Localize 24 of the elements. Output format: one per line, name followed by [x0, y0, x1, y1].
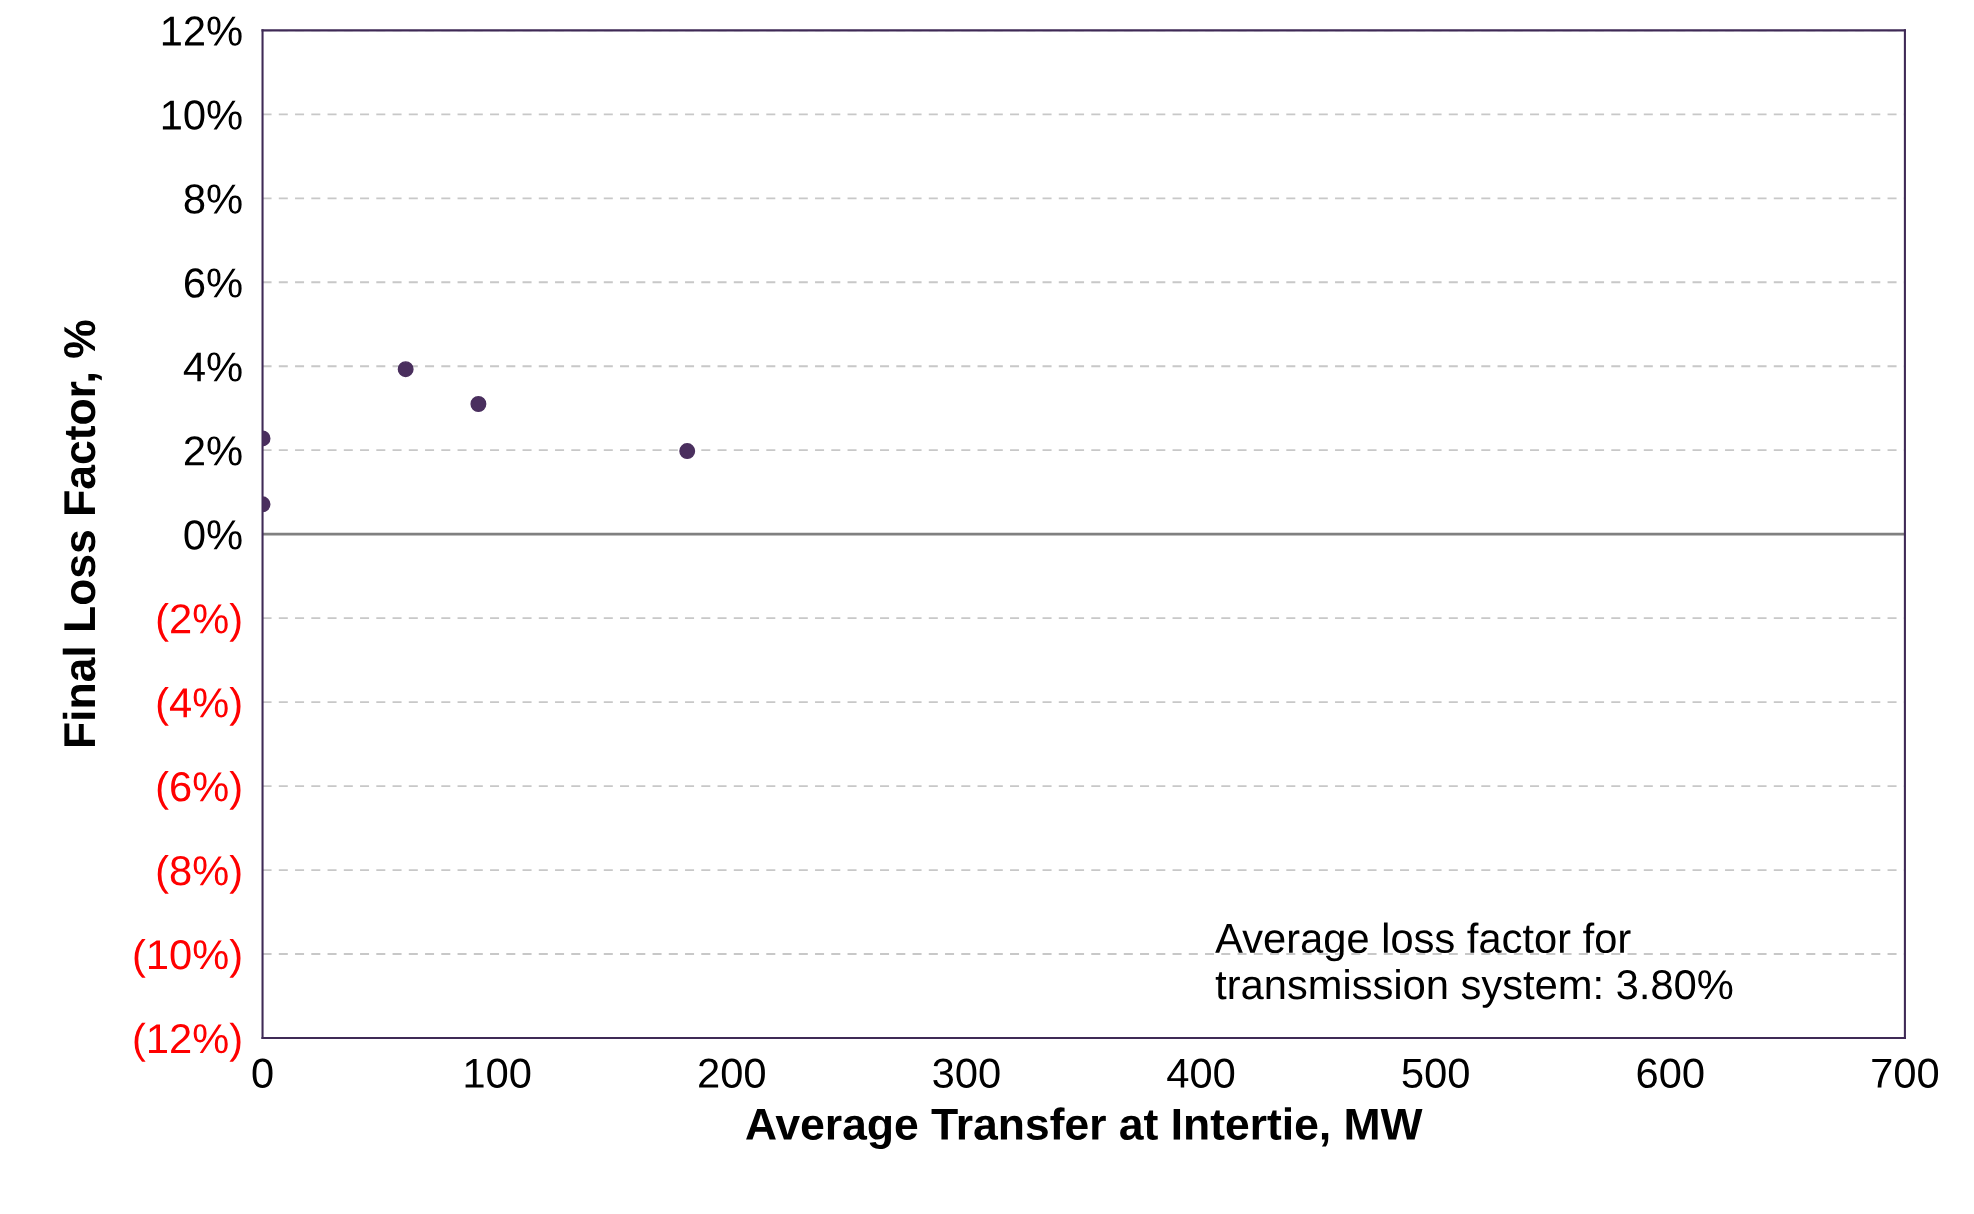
- y-tick-label: (4%): [157, 687, 241, 726]
- y-tick-label: 10%: [162, 100, 242, 130]
- y-tick-label: 0%: [184, 520, 242, 550]
- x-tick-label: 300: [933, 1058, 1000, 1089]
- y-tick-label: (2%): [157, 603, 241, 642]
- y-tick-label: (8%): [157, 854, 241, 894]
- y-tick-label: (12%): [134, 1022, 241, 1062]
- x-tick-label: 400: [1167, 1058, 1235, 1089]
- x-tick-label: 200: [699, 1058, 765, 1089]
- x-tick-label: 500: [1402, 1058, 1469, 1089]
- y-tick-label: 8%: [184, 184, 242, 214]
- x-tick-label: 700: [1872, 1058, 1939, 1089]
- y-axis-title: Final Loss Factor, %: [62, 320, 102, 747]
- x-axis-title: Average Transfer at Intertie, MW: [746, 1107, 1423, 1149]
- x-tick-label: 600: [1637, 1058, 1704, 1089]
- y-tick-label: 2%: [184, 436, 242, 466]
- annotation: Average loss factor for transmission system: 3.80%: [1215, 922, 1733, 1008]
- y-tick-label: 6%: [184, 268, 242, 298]
- x-tick-label: 0: [252, 1058, 273, 1089]
- y-tick-label: 12%: [162, 16, 242, 46]
- x-tick-label: 100: [465, 1058, 531, 1089]
- y-tick-label: 4%: [183, 352, 242, 382]
- y-tick-label: (6%): [157, 770, 241, 810]
- y-tick-label: (10%): [134, 938, 241, 978]
